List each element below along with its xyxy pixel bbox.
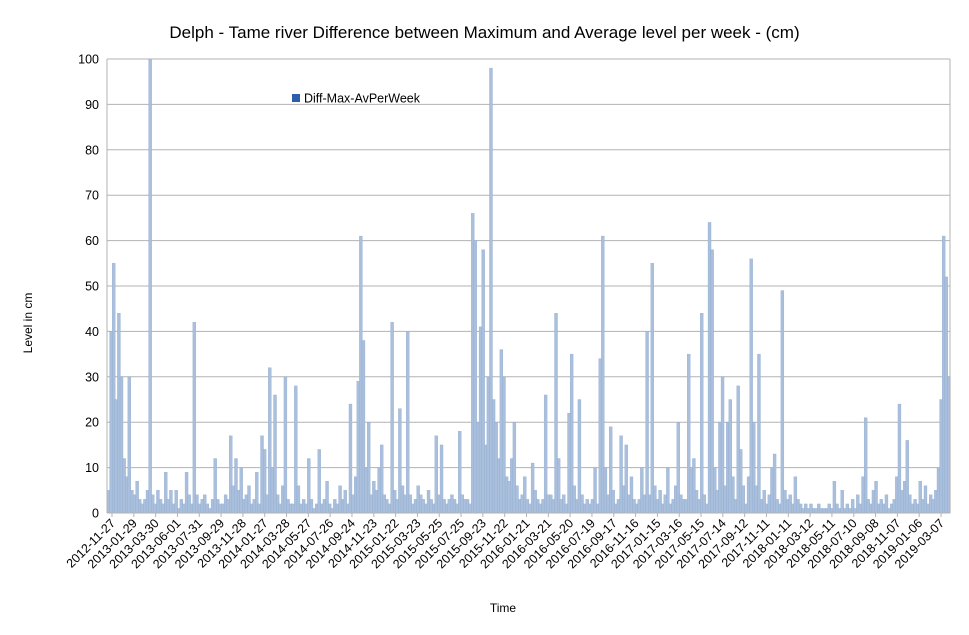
y-tick-label: 80 [85, 143, 99, 157]
y-tick-label: 0 [92, 507, 99, 521]
data-bar [192, 322, 197, 514]
y-tick-label: 70 [85, 189, 99, 203]
y-axis-title: Level in cm [21, 293, 35, 354]
y-tick-labels: 0 10 20 30 40 50 60 70 80 90 100 [78, 53, 99, 521]
y-tick-label: 20 [85, 416, 99, 430]
y-tick-label: 50 [85, 280, 99, 294]
data-marks [106, 58, 951, 514]
data-bar [650, 263, 654, 514]
legend-marker [292, 94, 300, 102]
y-tick-label: 100 [78, 53, 99, 67]
data-bar [757, 353, 761, 514]
legend: Diff-Max-AvPerWeek [292, 92, 421, 106]
data-bar [317, 449, 321, 514]
data-bar [645, 331, 649, 514]
gridlines [107, 58, 950, 514]
y-tick-label: 10 [85, 461, 99, 475]
x-axis-title: Time [490, 601, 517, 615]
data-bar [863, 417, 868, 514]
data-bar [283, 376, 288, 514]
data-bar [780, 290, 785, 514]
data-bar [148, 58, 152, 514]
y-tick-label: 60 [85, 234, 99, 248]
axes [106, 59, 951, 517]
chart-title: Delph - Tame river Difference between Ma… [169, 23, 799, 42]
y-tick-label: 40 [85, 325, 99, 339]
data-bar [406, 331, 410, 514]
data-bar [390, 322, 394, 514]
y-tick-label: 30 [85, 370, 99, 384]
legend-label: Diff-Max-AvPerWeek [304, 92, 421, 106]
data-bar [700, 313, 704, 514]
y-tick-label: 90 [85, 98, 99, 112]
